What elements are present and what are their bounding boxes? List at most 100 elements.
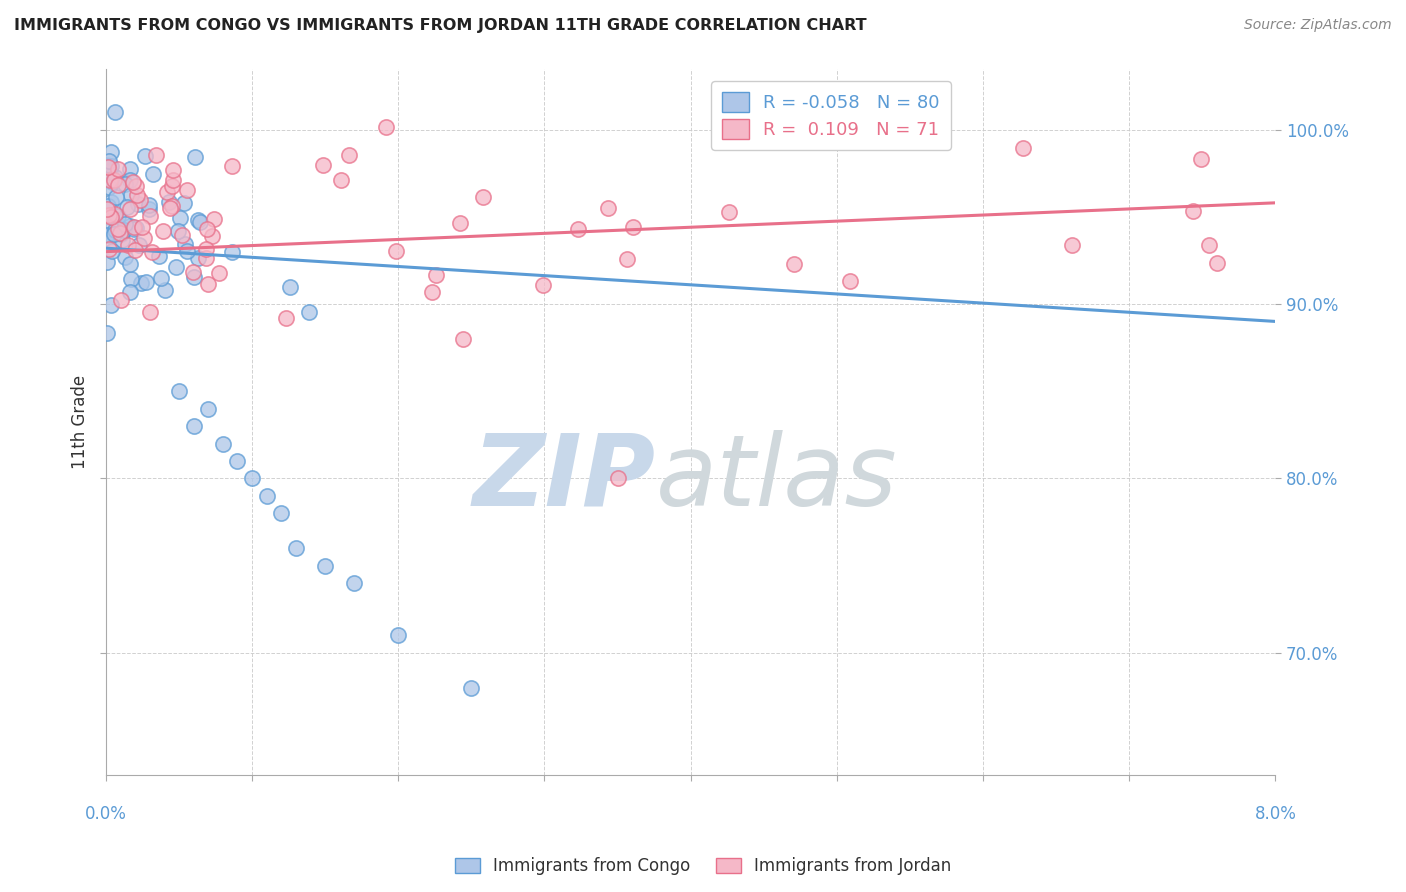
- Point: [298, 305, 321, 319]
- Y-axis label: 11th Grade: 11th Grade: [72, 375, 89, 469]
- Point: [103, 173, 125, 187]
- Point: [107, 221, 129, 235]
- Point: [145, 148, 167, 162]
- Point: [96, 228, 118, 243]
- Point: [139, 209, 162, 223]
- Point: [117, 238, 139, 252]
- Point: [110, 226, 132, 240]
- Point: [170, 227, 193, 242]
- Point: [157, 194, 180, 209]
- Point: [195, 221, 218, 235]
- Point: [115, 201, 138, 215]
- Point: [156, 185, 179, 199]
- Point: [312, 158, 335, 172]
- Text: ZIP: ZIP: [472, 430, 655, 527]
- Point: [114, 217, 136, 231]
- Point: [122, 175, 145, 189]
- Point: [124, 222, 146, 236]
- Point: [104, 212, 127, 227]
- Point: [384, 244, 406, 258]
- Point: [97, 180, 120, 194]
- Point: [129, 194, 152, 208]
- Point: [202, 211, 225, 226]
- Point: [256, 489, 278, 503]
- Point: [97, 208, 120, 222]
- Point: [132, 231, 155, 245]
- Point: [110, 227, 132, 242]
- Point: [97, 160, 120, 174]
- Point: [606, 471, 628, 485]
- Point: [118, 219, 141, 233]
- Point: [138, 198, 160, 212]
- Point: [1012, 141, 1035, 155]
- Point: [134, 148, 156, 162]
- Point: [284, 541, 307, 556]
- Point: [100, 244, 122, 259]
- Point: [104, 190, 127, 204]
- Point: [839, 274, 862, 288]
- Point: [100, 210, 122, 224]
- Text: Source: ZipAtlas.com: Source: ZipAtlas.com: [1244, 18, 1392, 32]
- Point: [278, 279, 301, 293]
- Point: [98, 173, 121, 187]
- Point: [212, 436, 235, 450]
- Point: [103, 227, 125, 241]
- Point: [226, 454, 249, 468]
- Point: [104, 105, 127, 120]
- Point: [375, 120, 398, 134]
- Point: [100, 194, 122, 209]
- Point: [96, 202, 118, 216]
- Point: [98, 164, 121, 178]
- Point: [596, 202, 619, 216]
- Point: [120, 188, 142, 202]
- Point: [221, 245, 243, 260]
- Point: [107, 178, 129, 193]
- Point: [142, 167, 165, 181]
- Point: [98, 227, 121, 242]
- Point: [1189, 152, 1212, 166]
- Point: [96, 326, 118, 340]
- Text: IMMIGRANTS FROM CONGO VS IMMIGRANTS FROM JORDAN 11TH GRADE CORRELATION CHART: IMMIGRANTS FROM CONGO VS IMMIGRANTS FROM…: [14, 18, 866, 33]
- Point: [343, 576, 366, 591]
- Point: [167, 224, 190, 238]
- Point: [97, 198, 120, 212]
- Point: [165, 260, 187, 275]
- Point: [1181, 204, 1204, 219]
- Point: [276, 311, 298, 326]
- Point: [112, 222, 135, 236]
- Point: [118, 202, 141, 216]
- Point: [129, 276, 152, 290]
- Point: [124, 244, 146, 258]
- Point: [187, 251, 209, 265]
- Point: [221, 159, 243, 173]
- Point: [1060, 238, 1083, 252]
- Point: [162, 172, 184, 186]
- Point: [197, 401, 219, 416]
- Point: [183, 419, 205, 434]
- Point: [100, 298, 122, 312]
- Point: [107, 219, 129, 233]
- Point: [125, 221, 148, 235]
- Point: [183, 270, 205, 285]
- Point: [120, 271, 142, 285]
- Point: [616, 252, 638, 266]
- Point: [107, 161, 129, 176]
- Point: [387, 628, 409, 642]
- Point: [111, 233, 134, 247]
- Point: [176, 244, 198, 259]
- Point: [98, 218, 121, 232]
- Point: [162, 163, 184, 178]
- Point: [460, 681, 482, 695]
- Point: [110, 293, 132, 307]
- Point: [330, 173, 353, 187]
- Point: [107, 209, 129, 223]
- Point: [187, 213, 209, 227]
- Point: [195, 251, 218, 265]
- Point: [471, 190, 494, 204]
- Point: [169, 211, 191, 225]
- Point: [153, 283, 176, 297]
- Point: [420, 285, 443, 299]
- Point: [270, 506, 292, 520]
- Point: [183, 150, 205, 164]
- Point: [621, 219, 644, 234]
